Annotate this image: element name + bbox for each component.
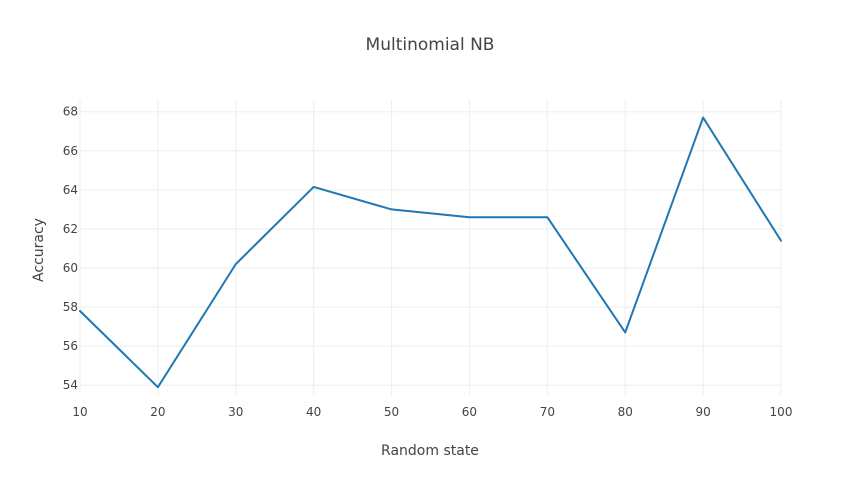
y-tick-label: 54 — [63, 378, 78, 392]
chart-title: Multinomial NB — [366, 35, 495, 55]
series-line — [79, 116, 782, 389]
x-tick-label: 50 — [384, 405, 399, 419]
x-tick-label: 30 — [228, 405, 243, 419]
x-tick-label: 80 — [618, 405, 633, 419]
y-axis-title: Accuracy — [31, 218, 47, 282]
x-tick-label: 60 — [462, 405, 477, 419]
y-axis-ticks: 54 56 58 60 62 64 66 68 — [63, 105, 78, 393]
x-tick-label: 100 — [770, 405, 793, 419]
x-tick-label: 40 — [306, 405, 321, 419]
x-axis-title: Random state — [381, 443, 479, 459]
x-tick-label: 90 — [695, 405, 710, 419]
x-tick-label: 10 — [72, 405, 87, 419]
grid-layer — [79, 100, 782, 395]
series-layer — [79, 116, 782, 389]
y-tick-label: 56 — [63, 339, 78, 353]
y-tick-label: 60 — [63, 261, 78, 275]
y-tick-label: 58 — [63, 300, 78, 314]
x-axis-ticks: 10 20 30 40 50 60 70 80 90 100 — [72, 405, 792, 419]
y-tick-label: 68 — [63, 105, 78, 119]
y-tick-label: 66 — [63, 144, 78, 158]
x-tick-label: 20 — [150, 405, 165, 419]
y-tick-label: 62 — [63, 222, 78, 236]
x-tick-label: 70 — [540, 405, 555, 419]
y-tick-label: 64 — [63, 183, 78, 197]
